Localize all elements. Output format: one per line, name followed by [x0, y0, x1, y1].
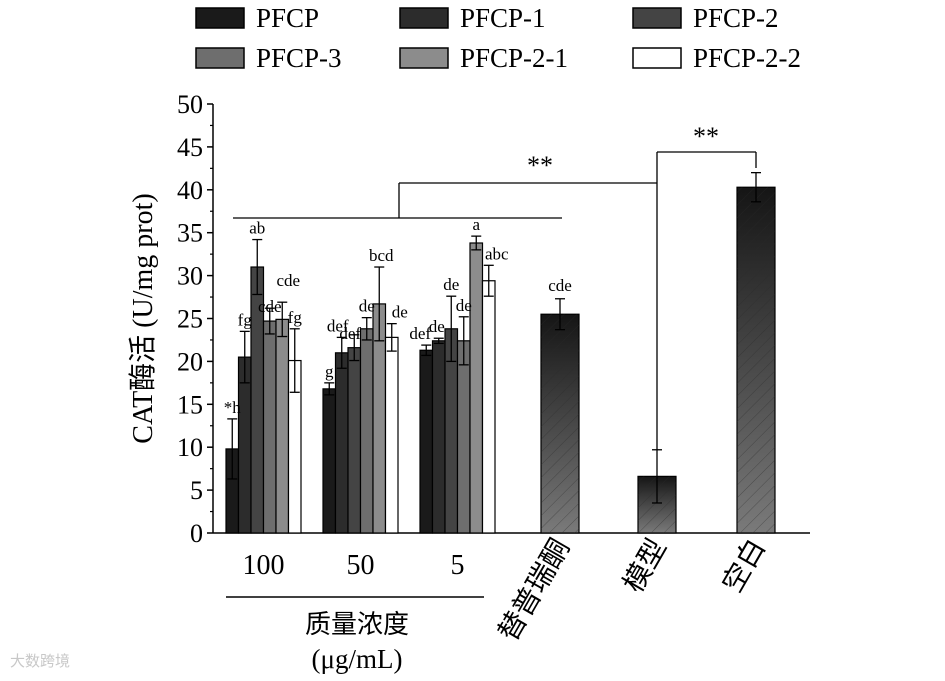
y-tick-label: 15	[177, 390, 203, 419]
bar-pfcp-2-1-5	[469, 242, 484, 534]
significance-letter: def	[327, 316, 349, 335]
significance-letter: bcd	[369, 246, 394, 265]
legend-swatch	[399, 7, 449, 29]
x-tick-label-control: 模型	[616, 533, 673, 598]
significance-letter: de	[392, 303, 408, 322]
bar-control-hatch	[737, 187, 775, 533]
significance-letter: cde	[548, 276, 572, 295]
y-tick-label: 5	[190, 476, 203, 505]
significance-letter: def	[339, 324, 361, 343]
legend: PFCP PFCP-1 PFCP-2 PFCP-3 PFCP-2-1 PFCP-2-2	[195, 3, 801, 73]
bar-pfcp-2-2-50	[384, 336, 399, 534]
significance-letter: de	[443, 275, 459, 294]
significance-letter: cde	[258, 297, 282, 316]
y-tick-label: 20	[177, 347, 203, 376]
y-tick-label: 45	[177, 133, 203, 162]
bar-pfcp-1-5	[431, 340, 446, 534]
significance-letter: abc	[485, 244, 509, 263]
significance-letter: ab	[249, 219, 265, 238]
x-tick-label-control: 替普瑞酮	[491, 533, 576, 647]
significance-letter: *h	[224, 398, 242, 417]
y-tick-label: 40	[177, 176, 203, 205]
y-tick-label: 10	[177, 433, 203, 462]
significance-stars: **	[527, 151, 553, 180]
bar-pfcp-5	[419, 349, 434, 534]
x-group-label: 质量浓度	[305, 610, 409, 640]
legend-swatch	[195, 7, 245, 29]
y-tick-label: 50	[177, 90, 203, 119]
bar-pfcp-50	[322, 388, 337, 534]
annotations: *hfgabcdecdefggdefdefdebcddedefdededeaab…	[224, 122, 757, 450]
legend-swatch	[632, 47, 682, 69]
legend-swatch	[195, 47, 245, 69]
x-tick-label: 100	[243, 550, 285, 581]
legend-swatch	[399, 47, 449, 69]
significance-letter: cde	[276, 271, 300, 290]
legend-label: PFCP-2	[693, 3, 779, 33]
significance-letter: de	[359, 297, 375, 316]
significance-letter: a	[472, 215, 480, 234]
significance-letter: def	[409, 324, 431, 343]
y-tick-label: 0	[190, 519, 203, 548]
legend-swatch	[632, 7, 682, 29]
significance-letter: de	[456, 296, 472, 315]
legend-label: PFCP-3	[256, 43, 342, 73]
legend-label: PFCP	[256, 3, 319, 33]
bar-pfcp-3-100	[262, 320, 277, 534]
bar-control-hatch	[541, 314, 579, 533]
watermark: 大数跨境	[10, 652, 71, 670]
x-group-unit: (μg/mL)	[312, 644, 403, 674]
y-tick-label: 35	[177, 219, 203, 248]
bar-pfcp-2-1-100	[275, 318, 290, 534]
bar-pfcp-3-5	[456, 340, 471, 534]
bar-pfcp-2-50	[347, 347, 362, 534]
y-tick-label: 25	[177, 305, 203, 334]
significance-letter: fg	[288, 308, 303, 327]
x-tick-label: 50	[347, 550, 375, 581]
x-tick-label-control: 空白	[715, 533, 772, 598]
x-tick-label: 5	[451, 550, 465, 581]
significance-stars: **	[693, 122, 719, 151]
significance-letter: g	[325, 362, 334, 381]
bars	[225, 171, 776, 534]
significance-letter: fg	[238, 310, 253, 329]
y-tick-label: 30	[177, 262, 203, 291]
bar-pfcp-3-50	[359, 328, 374, 534]
significance-letter: de	[429, 317, 445, 336]
y-axis-label: CAT酶活 (U/mg prot)	[127, 193, 159, 443]
bar-pfcp-1-50	[334, 352, 349, 534]
legend-label: PFCP-2-1	[460, 43, 568, 73]
legend-label: PFCP-2-2	[693, 43, 801, 73]
legend-label: PFCP-1	[460, 3, 546, 33]
bar-pfcp-2-2-5	[481, 280, 496, 534]
